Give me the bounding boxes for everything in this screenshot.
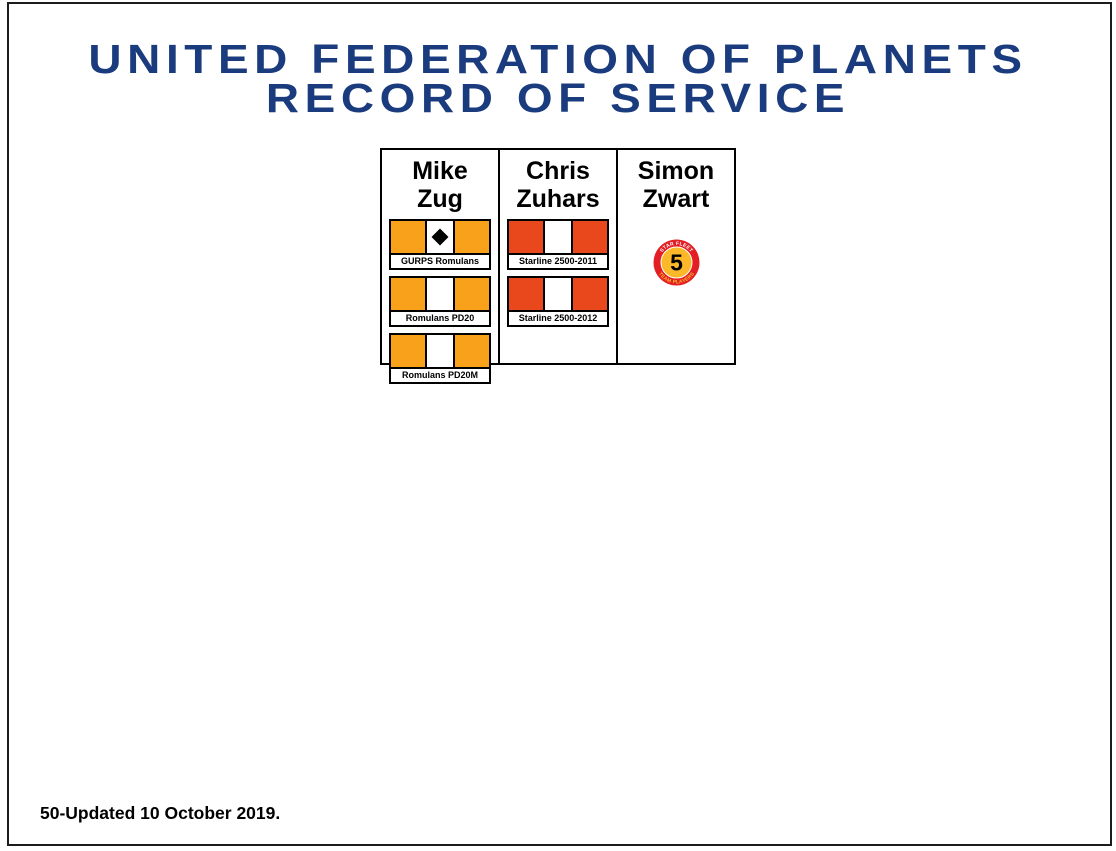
member-column-mike-zug: Mike Zug GURPS Romulans Romulans PD20 [382,150,498,384]
member-column-chris-zuhars: Chris Zuhars Starline 2500-2011 Starline… [498,150,616,363]
ribbon [391,221,489,253]
member-last-name: Zwart [642,185,710,213]
ribbon-center-stripe [425,221,455,253]
award-starline-2500-2011: Starline 2500-2011 [507,219,609,270]
ribbon-center-stripe [543,278,573,310]
award-starline-2500-2012: Starline 2500-2012 [507,276,609,327]
diamond-device-icon [431,228,449,246]
member-first-name: Mike [412,157,468,185]
award-caption: Starline 2500-2012 [509,310,607,325]
ribbon-center-stripe [425,278,455,310]
award-romulans-pd20: Romulans PD20 [389,276,491,327]
page-border [7,2,1112,846]
ribbon [509,221,607,253]
award-romulans-pd20m: Romulans PD20M [389,333,491,384]
member-first-name: Simon [637,157,715,185]
starfleet-5-badge: STAR FLEET TEAM PLAYERS 5 [653,239,699,286]
ribbon-center-stripe [425,335,455,367]
member-last-name: Zuhars [516,185,600,213]
footer-note: 50-Updated 10 October 2019. [40,803,281,823]
award-caption: Romulans PD20 [391,310,489,325]
member-name: Simon Zwart [638,157,714,213]
ribbon [391,278,489,310]
member-name: Mike Zug [412,157,468,213]
award-caption: Starline 2500-2011 [509,253,607,268]
member-column-simon-zwart: Simon Zwart STAR FLEET TEAM PLAYERS [616,150,734,363]
member-name: Chris Zuhars [516,157,599,213]
award-gurps-romulans: GURPS Romulans [389,219,491,270]
member-last-name: Zug [417,185,463,213]
roster-table: Mike Zug GURPS Romulans Romulans PD20 [380,148,736,384]
award-caption: Romulans PD20M [391,367,489,382]
ribbon [509,278,607,310]
ribbon [391,335,489,367]
ribbon-center-stripe [543,221,573,253]
page-title-line-1: UNITED FEDERATION OF PLANETS [88,36,1028,82]
award-caption: GURPS Romulans [391,253,489,268]
badge-number: 5 [670,250,683,276]
badge-center [660,246,692,279]
badge-wrap: STAR FLEET TEAM PLAYERS 5 [653,239,700,291]
page-title: UNITED FEDERATION OF PLANETS RECORD OF S… [0,36,1116,121]
page-title-line-2: RECORD OF SERVICE [265,75,851,121]
member-first-name: Chris [526,157,590,185]
